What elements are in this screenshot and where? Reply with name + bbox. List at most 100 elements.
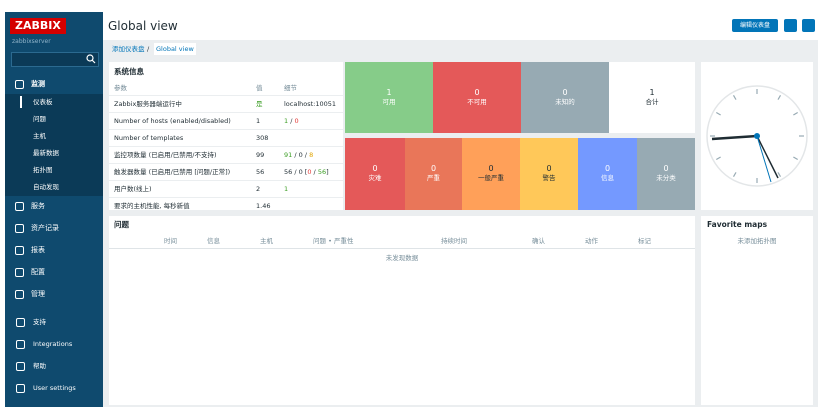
clock-tick <box>793 156 799 161</box>
menu-item[interactable]: Integrations <box>33 340 73 348</box>
menu-item[interactable]: 资产记录 <box>31 224 59 232</box>
status-label: 可用 <box>382 97 396 106</box>
menu-icon <box>15 268 24 277</box>
menu-item[interactable]: 监测 <box>31 80 45 88</box>
detail: 1 <box>284 183 288 195</box>
status-label: 灾难 <box>368 174 382 182</box>
menu-item[interactable]: 服务 <box>31 202 45 210</box>
column-header: 信息 <box>207 237 220 245</box>
submenu-item[interactable]: 主机 <box>33 132 46 140</box>
param: Zabbix服务器端运行中 <box>114 100 182 108</box>
list-button[interactable] <box>784 19 797 32</box>
row-divider <box>109 112 343 113</box>
menu-item[interactable]: 配置 <box>31 268 45 276</box>
status-cell <box>521 62 609 133</box>
selected-marker <box>20 96 22 108</box>
value: 是 <box>256 100 263 108</box>
status-label: 信息 <box>601 174 614 182</box>
status-cell <box>520 138 578 210</box>
detail: 91 / 0 / 8 <box>284 149 313 161</box>
menu-item[interactable]: 帮助 <box>33 362 46 370</box>
row-divider <box>109 129 343 130</box>
sidebar <box>5 12 103 407</box>
value: 99 <box>256 151 265 159</box>
widget-title: 问题 <box>114 220 129 229</box>
detail-part: 56 <box>317 168 327 176</box>
menu-item[interactable]: 报表 <box>31 246 45 254</box>
column-header: 标记 <box>638 237 651 245</box>
detail-part: 0 <box>294 117 299 125</box>
widget-title: 系统信息 <box>114 67 144 76</box>
column-header: 持续时间 <box>441 237 467 245</box>
status-cell <box>462 138 520 210</box>
empty-message: 未添加拓扑图 <box>737 237 777 245</box>
status-cell <box>637 138 695 210</box>
status-cell <box>345 138 405 210</box>
submenu-item[interactable]: 拓扑图 <box>33 166 53 174</box>
server-name: zabbixserver <box>12 38 51 45</box>
status-count: 0 <box>604 164 611 173</box>
row-divider <box>109 146 343 147</box>
detail-part: / <box>288 117 295 125</box>
value: 56 <box>256 168 265 176</box>
problems-widget <box>109 216 695 405</box>
submenu-item[interactable]: 自动发现 <box>33 183 59 191</box>
status-count: 1 <box>649 87 655 97</box>
problems-header-line <box>109 248 695 249</box>
clock-tick <box>715 111 721 116</box>
row-divider <box>109 163 343 164</box>
breadcrumb-separator: / <box>147 45 150 53</box>
fullscreen-button[interactable] <box>802 19 815 32</box>
value: 1.46 <box>256 202 271 210</box>
menu-icon <box>15 246 24 255</box>
clock-tick <box>732 94 737 100</box>
detail-part: 8 <box>309 151 314 159</box>
status-count: 0 <box>430 164 437 173</box>
submenu-item[interactable]: 仪表板 <box>33 98 53 106</box>
search-box[interactable] <box>11 52 99 67</box>
column-header[interactable]: 时间 <box>164 237 177 245</box>
system-info-widget <box>109 62 343 210</box>
status-label: 警告 <box>542 174 556 182</box>
detail: localhost:10051 <box>284 98 336 110</box>
detail-part: 56 / 0 [ <box>284 168 308 176</box>
menu-icon <box>15 290 24 299</box>
breadcrumb[interactable]: 添加仪表盘 <box>112 45 145 53</box>
menu-item[interactable]: User settings <box>33 384 76 392</box>
edit-dashboard-button[interactable]: 编辑仪表盘 <box>732 19 778 32</box>
menu-item[interactable]: 管理 <box>31 290 45 298</box>
param: Number of templates <box>114 134 184 142</box>
column-header: 参数 <box>114 84 127 92</box>
logo-box <box>10 18 66 34</box>
submenu-bg <box>5 94 103 196</box>
menu-icon <box>16 340 25 349</box>
breadcrumb[interactable]: Global view <box>154 43 196 55</box>
submenu-item[interactable]: 最新数据 <box>33 149 59 157</box>
detail: 1 / 0 <box>284 115 299 127</box>
header-bar <box>103 12 818 40</box>
menu-icon <box>15 224 24 233</box>
submenu-item[interactable]: 问题 <box>33 115 46 123</box>
status-count: 0 <box>562 87 568 97</box>
value: 2 <box>256 185 261 193</box>
column-header: 确认 <box>532 237 545 245</box>
search-icon[interactable] <box>86 54 96 64</box>
status-count: 1 <box>386 87 392 97</box>
clock-tick <box>793 111 799 116</box>
detail-part: 91 <box>284 151 293 159</box>
status-label: 严重 <box>427 174 440 182</box>
param: 监控项数量 (已启用/已禁用/不支持) <box>114 151 217 159</box>
status-count: 0 <box>546 164 552 173</box>
clock-tick <box>777 172 782 178</box>
clock-tick <box>715 156 721 161</box>
clock <box>706 85 808 187</box>
detail-part: ] <box>326 168 329 176</box>
status-cell <box>609 62 695 133</box>
column-header: 主机 <box>260 237 273 245</box>
param: 要求的主机性能, 每秒新值 <box>114 202 190 210</box>
widget-title: Favorite maps <box>707 220 768 229</box>
value: 308 <box>256 134 269 142</box>
row-divider <box>109 197 343 198</box>
menu-item[interactable]: 支持 <box>33 318 46 326</box>
